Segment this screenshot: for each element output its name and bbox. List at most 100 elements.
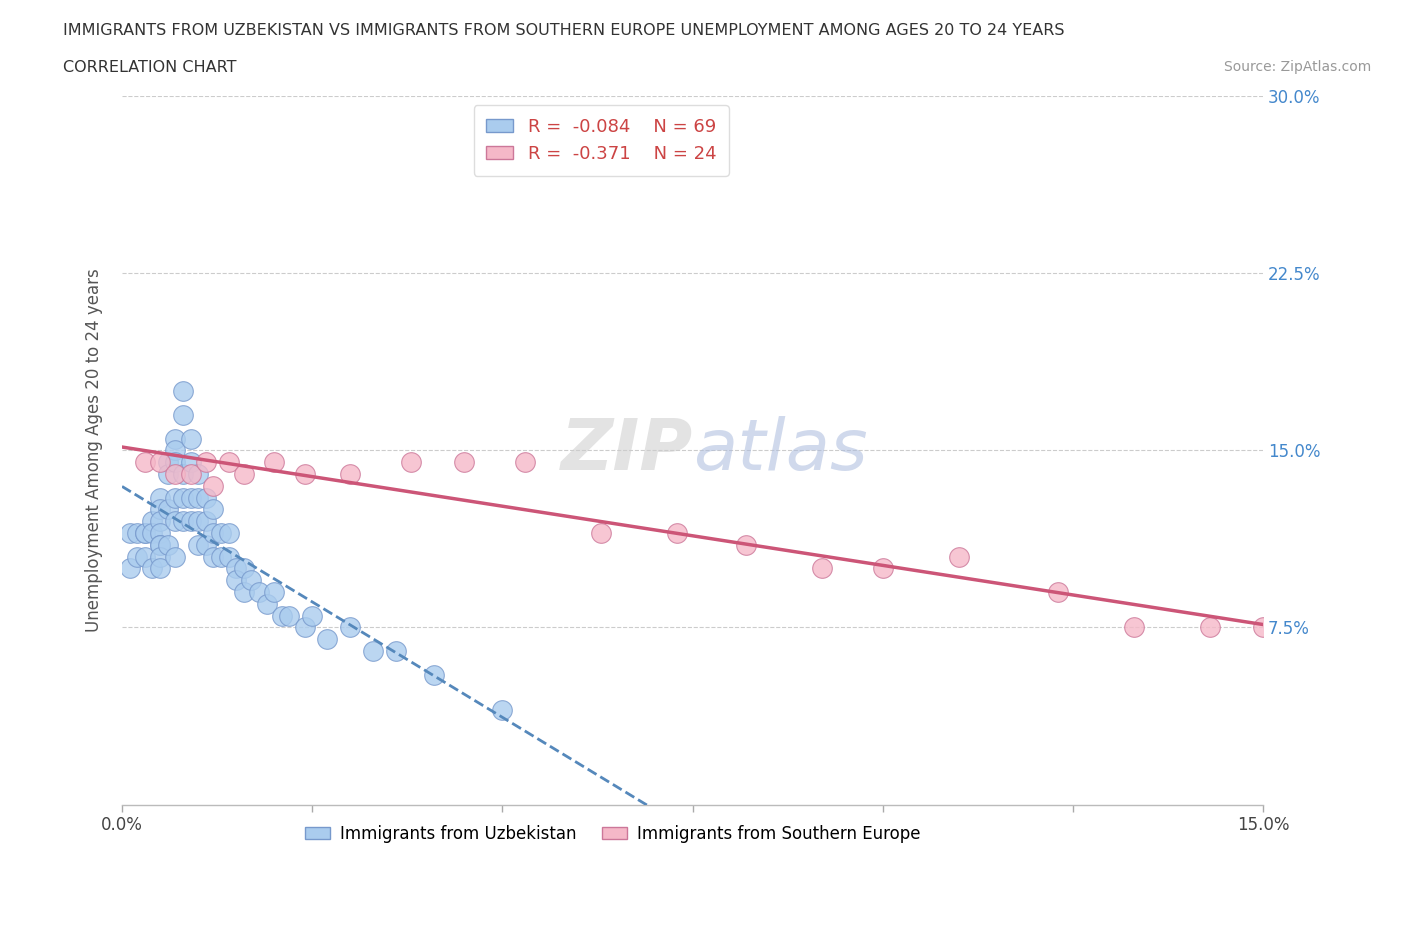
Point: [194, 514, 217, 529]
Point: [1251, 620, 1274, 635]
Point: [218, 525, 240, 540]
Point: [202, 478, 225, 493]
Point: [165, 514, 187, 529]
Point: [149, 538, 172, 552]
Point: [294, 467, 316, 482]
Point: [202, 525, 225, 540]
Point: [172, 384, 194, 399]
Point: [232, 561, 254, 576]
Point: [118, 525, 141, 540]
Point: [218, 455, 240, 470]
Point: [172, 514, 194, 529]
Point: [263, 585, 285, 600]
Text: Source: ZipAtlas.com: Source: ZipAtlas.com: [1223, 60, 1371, 74]
Point: [134, 525, 156, 540]
Point: [165, 432, 187, 446]
Point: [294, 620, 316, 635]
Point: [180, 455, 202, 470]
Point: [339, 467, 361, 482]
Point: [187, 514, 209, 529]
Point: [149, 455, 172, 470]
Point: [118, 561, 141, 576]
Point: [165, 455, 187, 470]
Point: [209, 525, 232, 540]
Point: [232, 585, 254, 600]
Point: [209, 550, 232, 565]
Point: [165, 490, 187, 505]
Point: [180, 467, 202, 482]
Point: [149, 502, 172, 517]
Point: [149, 525, 172, 540]
Point: [735, 538, 758, 552]
Point: [301, 608, 323, 623]
Point: [187, 538, 209, 552]
Point: [134, 550, 156, 565]
Point: [202, 550, 225, 565]
Point: [263, 455, 285, 470]
Point: [149, 514, 172, 529]
Point: [1199, 620, 1222, 635]
Point: [194, 455, 217, 470]
Point: [172, 490, 194, 505]
Point: [399, 455, 422, 470]
Y-axis label: Unemployment Among Ages 20 to 24 years: Unemployment Among Ages 20 to 24 years: [86, 269, 103, 632]
Point: [225, 573, 247, 588]
Point: [165, 550, 187, 565]
Point: [172, 407, 194, 422]
Legend: Immigrants from Uzbekistan, Immigrants from Southern Europe: Immigrants from Uzbekistan, Immigrants f…: [298, 818, 927, 849]
Point: [134, 525, 156, 540]
Text: ZIP: ZIP: [561, 416, 693, 485]
Point: [339, 620, 361, 635]
Point: [256, 596, 278, 611]
Point: [187, 490, 209, 505]
Point: [141, 514, 163, 529]
Point: [872, 561, 894, 576]
Point: [1122, 620, 1144, 635]
Point: [149, 490, 172, 505]
Text: IMMIGRANTS FROM UZBEKISTAN VS IMMIGRANTS FROM SOUTHERN EUROPE UNEMPLOYMENT AMONG: IMMIGRANTS FROM UZBEKISTAN VS IMMIGRANTS…: [63, 23, 1064, 38]
Point: [515, 455, 537, 470]
Point: [270, 608, 292, 623]
Point: [240, 573, 263, 588]
Point: [232, 467, 254, 482]
Point: [591, 525, 613, 540]
Point: [385, 644, 408, 658]
Text: CORRELATION CHART: CORRELATION CHART: [63, 60, 236, 75]
Point: [141, 525, 163, 540]
Point: [180, 432, 202, 446]
Point: [165, 443, 187, 458]
Point: [156, 502, 179, 517]
Point: [811, 561, 834, 576]
Point: [127, 525, 149, 540]
Point: [948, 550, 970, 565]
Point: [218, 550, 240, 565]
Point: [127, 550, 149, 565]
Point: [194, 538, 217, 552]
Point: [1046, 585, 1069, 600]
Point: [156, 455, 179, 470]
Point: [149, 561, 172, 576]
Text: atlas: atlas: [693, 416, 868, 485]
Point: [149, 550, 172, 565]
Point: [194, 490, 217, 505]
Point: [187, 467, 209, 482]
Point: [361, 644, 384, 658]
Point: [134, 455, 156, 470]
Point: [278, 608, 301, 623]
Point: [141, 561, 163, 576]
Point: [172, 467, 194, 482]
Point: [666, 525, 689, 540]
Point: [316, 631, 339, 646]
Point: [423, 667, 446, 682]
Point: [491, 703, 513, 718]
Point: [180, 490, 202, 505]
Point: [165, 467, 187, 482]
Point: [156, 467, 179, 482]
Point: [202, 502, 225, 517]
Point: [149, 538, 172, 552]
Point: [156, 538, 179, 552]
Point: [247, 585, 270, 600]
Point: [225, 561, 247, 576]
Point: [180, 514, 202, 529]
Point: [453, 455, 475, 470]
